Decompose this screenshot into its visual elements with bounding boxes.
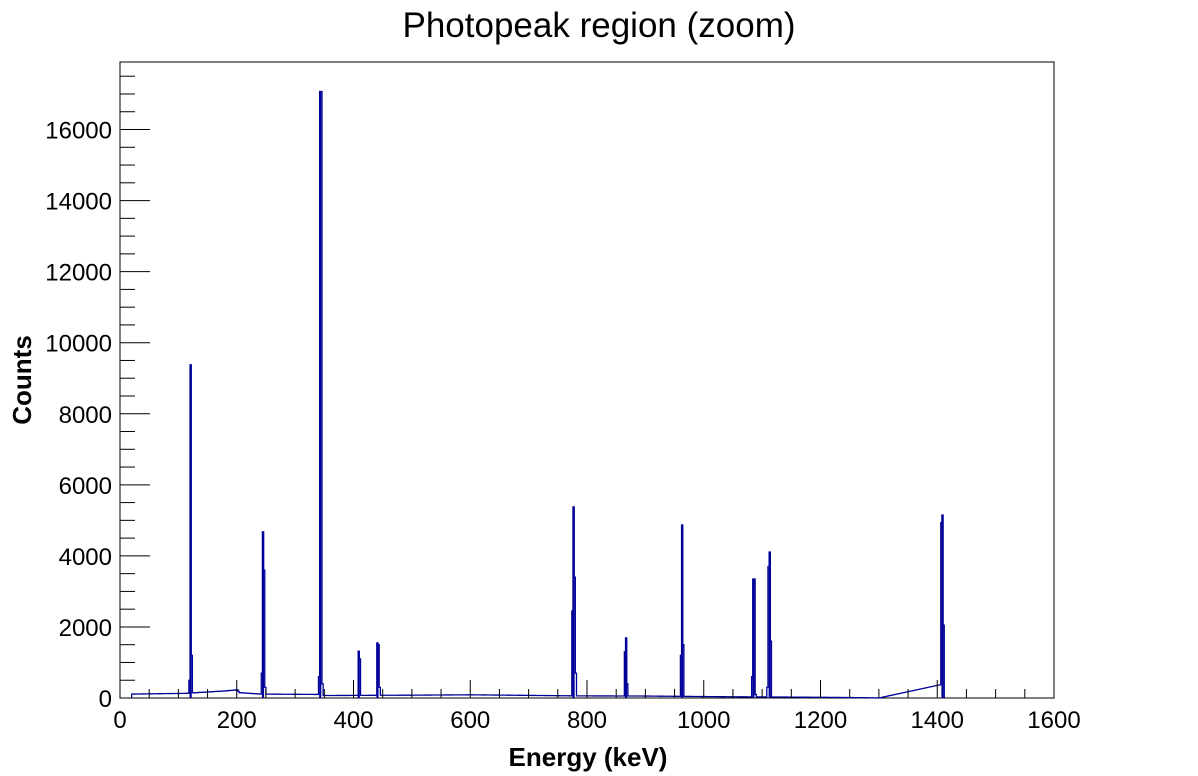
x-tick-label: 1400 — [911, 707, 964, 734]
x-tick-label: 1600 — [1027, 707, 1080, 734]
chart-title: Photopeak region (zoom) — [403, 6, 796, 45]
y-tick-label: 2000 — [59, 615, 112, 642]
x-tick-label: 1000 — [677, 707, 730, 734]
y-axis-title: Counts — [7, 335, 37, 425]
tick-labels: 0 200 400 600 800 1000 1200 1400 160002000400060… — [45, 118, 1080, 734]
x-tick-label: 400 — [333, 707, 373, 734]
y-tick-label: 8000 — [59, 402, 112, 429]
x-tick-label: 1200 — [794, 707, 847, 734]
histogram-layer — [131, 90, 945, 699]
x-tick-label: 600 — [450, 707, 490, 734]
axis-ticks — [119, 75, 1055, 699]
x-axis-title: Energy (keV) — [509, 742, 668, 772]
y-tick-label: 4000 — [59, 544, 112, 571]
x-tick-label: 200 — [217, 707, 257, 734]
y-tick-label: 10000 — [45, 331, 112, 358]
plot-frame — [119, 61, 1055, 699]
y-tick-label: 14000 — [45, 189, 112, 216]
y-tick-label: 12000 — [45, 260, 112, 287]
x-tick-label: 800 — [567, 707, 607, 734]
histogram-line — [131, 90, 945, 699]
y-tick-label: 16000 — [45, 118, 112, 145]
y-tick-label: 0 — [99, 686, 112, 713]
y-tick-label: 6000 — [59, 473, 112, 500]
x-tick-label: 0 — [113, 707, 126, 734]
